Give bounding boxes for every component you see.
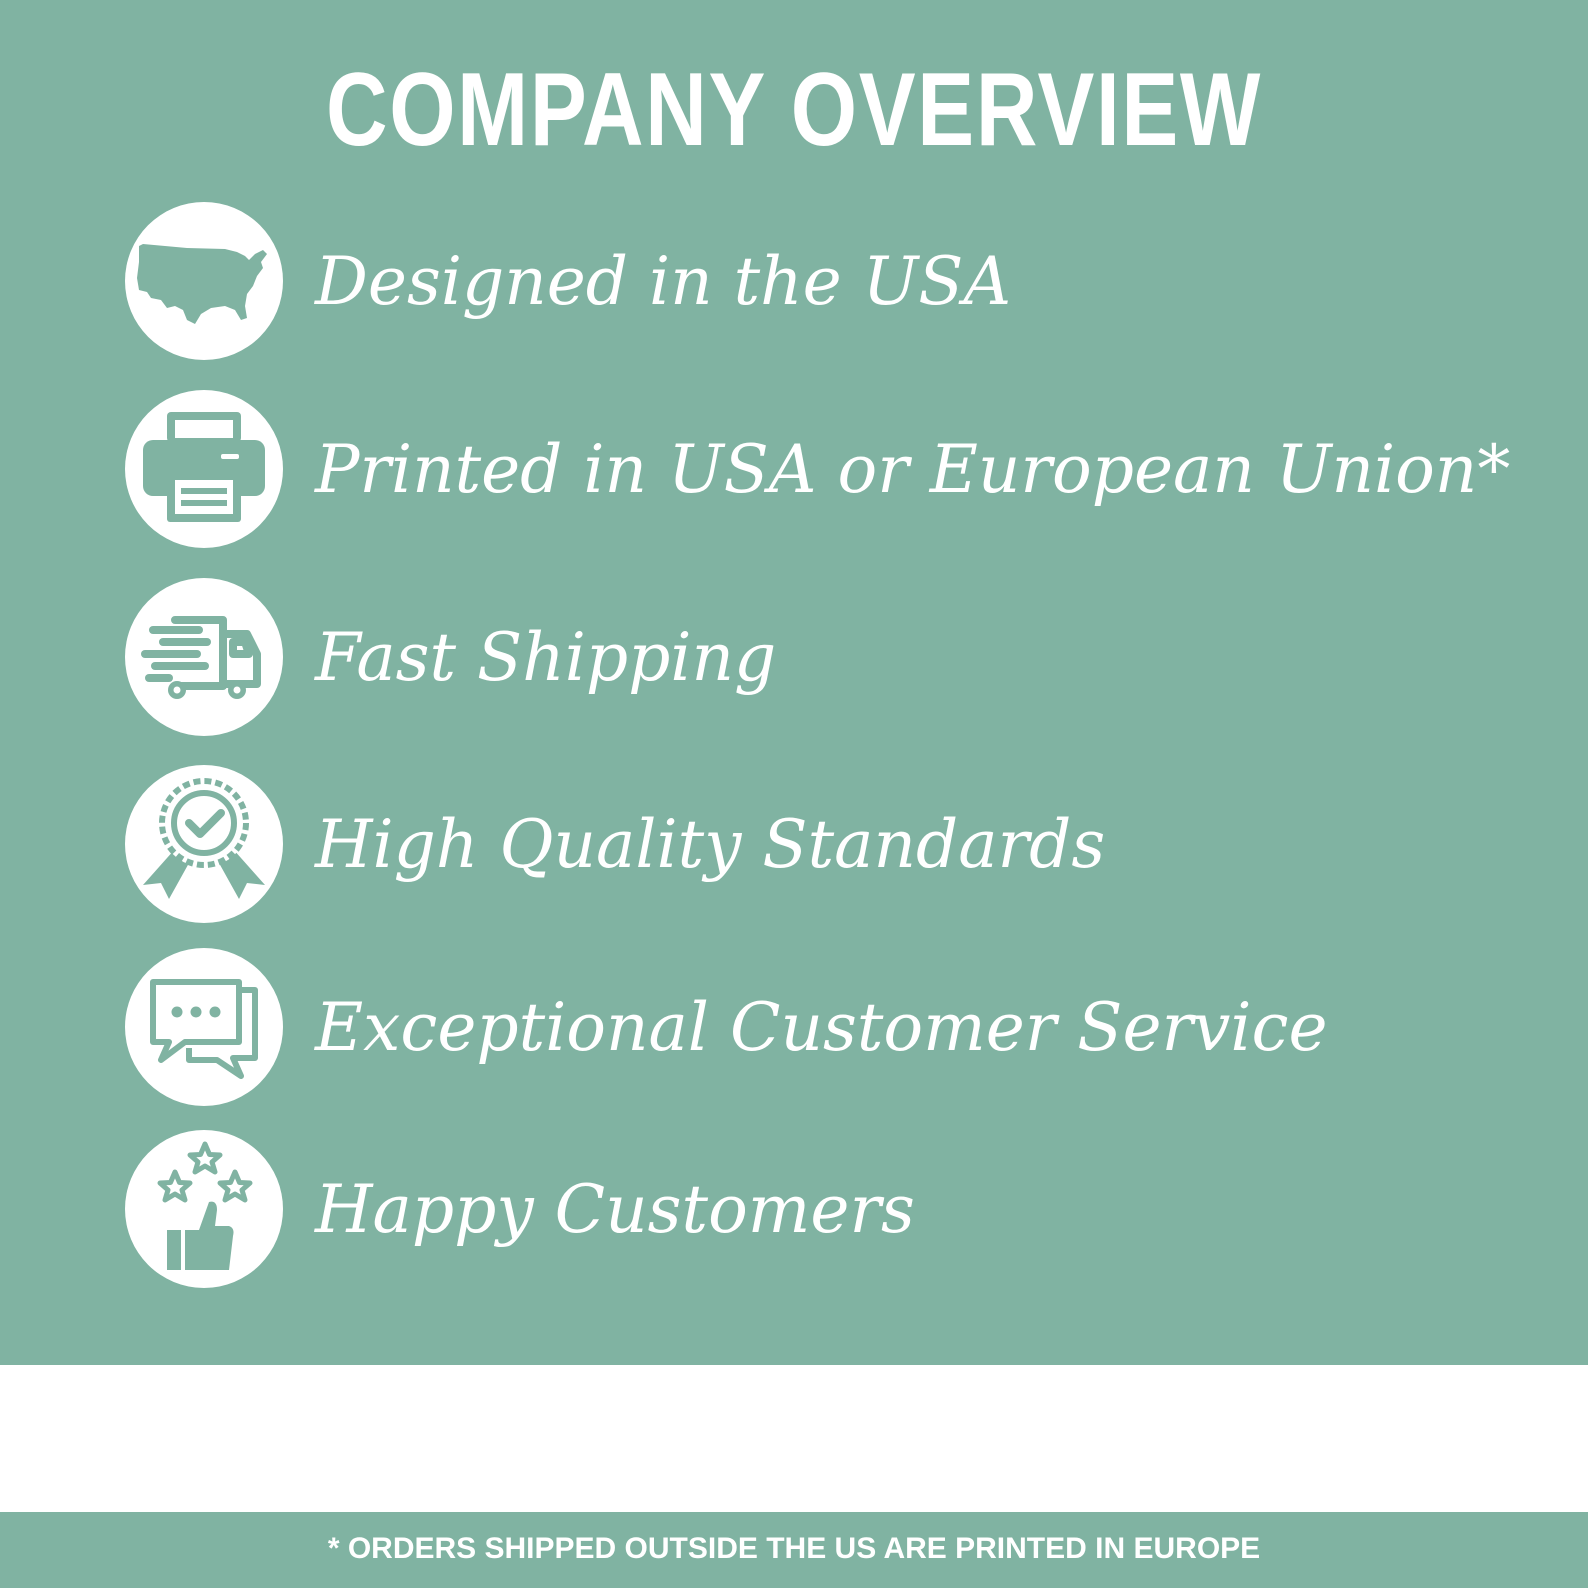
feature-item-service: Exceptional Customer Service	[125, 948, 1565, 1108]
usa-map-icon	[125, 202, 283, 360]
feature-item-quality: High Quality Standards	[125, 765, 1565, 925]
delivery-truck-icon	[125, 578, 283, 736]
feature-label: Happy Customers	[315, 1171, 915, 1248]
printer-icon	[125, 390, 283, 548]
feature-label: Designed in the USA	[315, 243, 1012, 320]
quality-badge-icon	[125, 765, 283, 923]
overview-panel: COMPANY OVERVIEW Designed in the USA	[0, 0, 1588, 1365]
feature-label: Printed in USA or European Union*	[315, 431, 1511, 508]
feature-list: Designed in the USA Printed in USA or Eu…	[125, 202, 1565, 1290]
feature-item-shipping: Fast Shipping	[125, 578, 1565, 738]
feature-label: Fast Shipping	[315, 619, 777, 696]
feature-item-happy: Happy Customers	[125, 1130, 1565, 1290]
feature-item-designed: Designed in the USA	[125, 202, 1565, 362]
footer-note: * ORDERS SHIPPED OUTSIDE THE US ARE PRIN…	[327, 1532, 1261, 1565]
page-title: COMPANY OVERVIEW	[325, 52, 1263, 168]
feature-label: High Quality Standards	[315, 806, 1106, 883]
chat-bubbles-icon	[125, 948, 283, 1106]
thumbs-up-stars-icon	[125, 1130, 283, 1288]
feature-label: Exceptional Customer Service	[315, 989, 1328, 1066]
feature-item-printed: Printed in USA or European Union*	[125, 390, 1565, 550]
footer-bar: * ORDERS SHIPPED OUTSIDE THE US ARE PRIN…	[0, 1512, 1588, 1588]
